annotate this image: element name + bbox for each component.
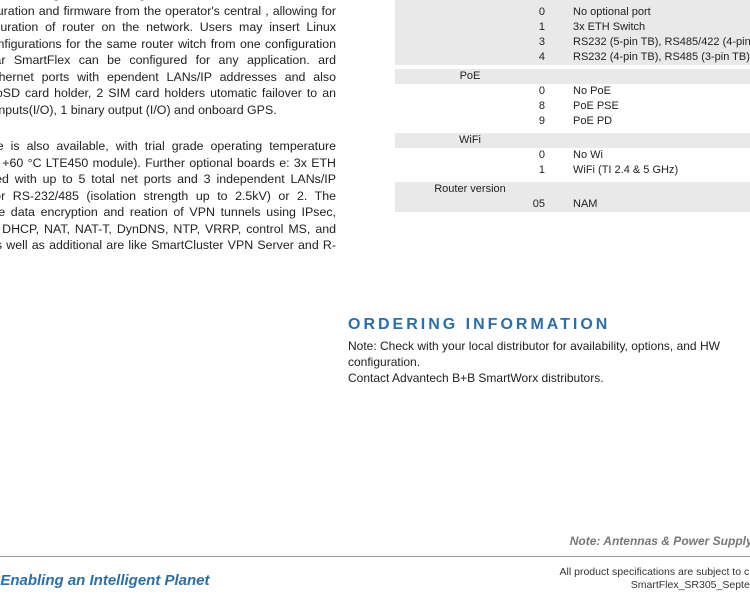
spec-val: PoE PSE (573, 99, 750, 114)
spec-section-wifi: WiFi 0No Wi 1WiFi (TI 2.4 & 5 GHz) (395, 133, 750, 178)
antenna-note: Note: Antennas & Power Supply Sold Se (0, 534, 750, 548)
ordering-note-line1: Note: Check with your local distributor … (348, 339, 720, 369)
spec-val: WiFi (TI 2.4 & 5 GHz) (573, 163, 750, 178)
spec-val: 3x ETH Switch (573, 20, 750, 35)
description-body: re Web interface allows users to configu… (0, 0, 336, 270)
spec-table: Interfaces 0No optional port 13x ETH Swi… (395, 0, 750, 216)
spec-key: 3 (395, 35, 573, 50)
spec-val: RS232 (4-pin TB), RS485 (3-pin TB), ET (573, 50, 750, 65)
spec-val: No Wi (573, 148, 750, 163)
spec-val: No optional port (573, 5, 750, 20)
spec-key: 8 (395, 99, 573, 114)
ordering-note-line2: Contact Advantech B+B SmartWorx distribu… (348, 371, 604, 385)
spec-section-interfaces: Interfaces 0No optional port 13x ETH Swi… (395, 0, 750, 65)
footer-right-line2: SmartFlex_SR305_September 5, 20 (560, 579, 750, 592)
spec-key: 9 (395, 114, 573, 129)
footer-right-line1: All product specifications are subject t… (560, 566, 750, 579)
spec-key: 0 (395, 5, 573, 20)
spec-key: 4 (395, 50, 573, 65)
spec-key: 05 (395, 197, 573, 212)
spec-val: No PoE (573, 84, 750, 99)
spec-section-router: Router version 05NAM (395, 182, 750, 212)
footer-left: w.advantech-bb.com / Enabling an Intelli… (0, 572, 210, 589)
spec-header: WiFi (395, 133, 573, 148)
spec-key: 0 (395, 84, 573, 99)
spec-key: 1 (395, 163, 573, 178)
spec-val: NAM (573, 197, 750, 212)
footer-tagline: Enabling an Intelligent Planet (0, 572, 209, 589)
spec-header: Router version (395, 182, 573, 197)
ordering-heading: ORDERING INFORMATION (348, 316, 610, 334)
spec-val: PoE PD (573, 114, 750, 129)
description-paragraph-2: ptional built-in Wi-Fi module is also av… (0, 138, 336, 270)
description-paragraph-1: re Web interface allows users to configu… (0, 0, 336, 118)
footer-right: All product specifications are subject t… (560, 566, 750, 592)
spec-section-poe: PoE 0No PoE 8PoE PSE 9PoE PD (395, 69, 750, 129)
footer-divider (0, 556, 750, 557)
spec-key: 0 (395, 148, 573, 163)
spec-key: 1 (395, 20, 573, 35)
spec-val: RS232 (5-pin TB), RS485/422 (4-pin TB (573, 35, 750, 50)
ordering-note: Note: Check with your local distributor … (348, 338, 750, 386)
spec-header: PoE (395, 69, 573, 84)
